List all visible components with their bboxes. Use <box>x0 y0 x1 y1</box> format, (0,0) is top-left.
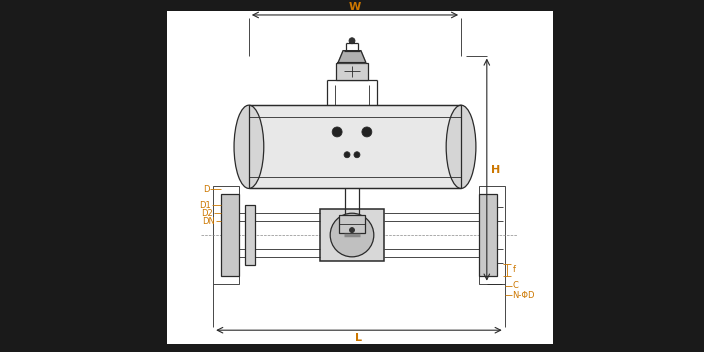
Circle shape <box>330 213 374 257</box>
Text: W: W <box>349 2 361 12</box>
Circle shape <box>349 38 355 44</box>
Text: N-ΦD: N-ΦD <box>513 291 535 300</box>
Bar <box>336 63 368 80</box>
Bar <box>221 194 239 276</box>
Bar <box>167 11 553 344</box>
Circle shape <box>344 152 350 158</box>
Bar <box>249 105 461 188</box>
Text: 智鹏阀门有限公司: 智鹏阀门有限公司 <box>305 154 399 173</box>
Text: L: L <box>356 333 363 343</box>
Text: H: H <box>491 165 500 175</box>
Circle shape <box>349 228 355 233</box>
Text: D2: D2 <box>201 209 213 218</box>
Bar <box>339 215 365 233</box>
Bar <box>320 209 384 261</box>
Text: D1: D1 <box>199 201 211 210</box>
Text: C: C <box>513 281 518 290</box>
Ellipse shape <box>446 105 476 188</box>
Text: DN: DN <box>202 216 215 226</box>
Circle shape <box>362 127 372 137</box>
Bar <box>245 205 255 265</box>
Ellipse shape <box>234 105 264 188</box>
Circle shape <box>354 152 360 158</box>
Circle shape <box>332 127 342 137</box>
Bar <box>479 187 505 284</box>
Polygon shape <box>338 51 366 63</box>
Bar <box>213 187 239 284</box>
Text: f: f <box>513 265 515 274</box>
Bar <box>249 105 461 188</box>
Bar <box>479 194 497 276</box>
Text: D: D <box>203 185 209 194</box>
